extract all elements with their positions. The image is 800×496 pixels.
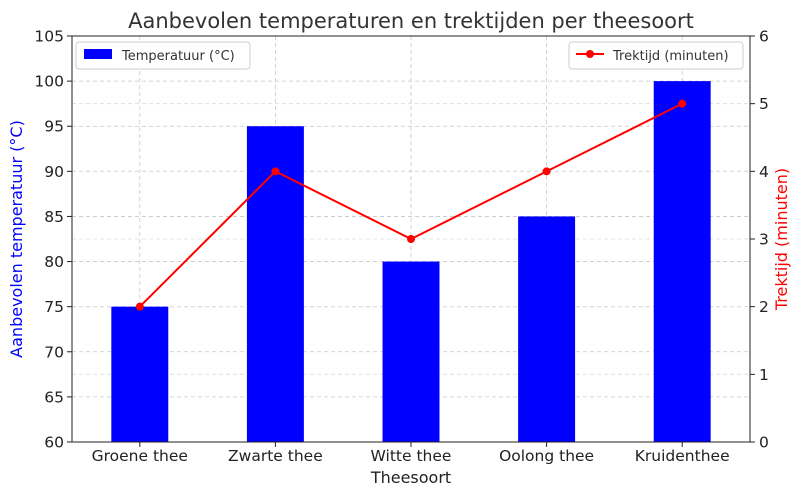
y-left-tick-label: 65 — [44, 388, 64, 406]
legend-temperature: Temperatuur (°C) — [75, 41, 251, 70]
x-tick-label: Groene thee — [92, 447, 188, 465]
chart-title: Aanbevolen temperaturen en trektijden pe… — [128, 9, 694, 33]
y-right-tick-label: 4 — [759, 163, 769, 181]
bar-groene-thee — [111, 306, 169, 442]
bar-witte-thee — [382, 261, 440, 442]
legend-brewtime: Trektijd (minuten) — [568, 41, 744, 70]
y-right-tick-label: 2 — [759, 298, 769, 316]
legend-temperature-label: Temperatuur (°C) — [121, 49, 235, 64]
y-right-tick-label: 6 — [759, 28, 769, 46]
x-tick-label: Zwarte thee — [228, 447, 323, 465]
y-left-tick-label: 80 — [44, 253, 64, 271]
x-tick-label: Witte thee — [371, 447, 452, 465]
bar-kruidenthee — [653, 81, 711, 442]
bar-oolong-thee — [518, 216, 576, 442]
brewtime-point — [135, 302, 144, 311]
legend-line-marker — [586, 50, 594, 58]
bars — [111, 81, 711, 442]
x-tick-label: Oolong thee — [499, 447, 594, 465]
brewtime-point — [271, 167, 280, 176]
line-series — [135, 99, 687, 311]
y-right-tick-label: 3 — [759, 231, 769, 249]
y-axis-label-right: Trektijd (minuten) — [772, 168, 791, 311]
y-left-tick-label: 70 — [44, 343, 64, 361]
y-left-tick-label: 105 — [34, 28, 64, 46]
y-right-tick-label: 5 — [759, 95, 769, 113]
y-left-tick-label: 60 — [44, 434, 64, 452]
y-left-tick-label: 90 — [44, 163, 64, 181]
x-tick-label: Kruidenthee — [635, 447, 730, 465]
brewtime-point — [542, 167, 551, 176]
tick-labels: 60 65 70 75 80 85 90 95 100 105 0 1 2 3 4 5 6 Groene thee… — [34, 28, 768, 466]
x-axis-label: Theesoort — [370, 468, 451, 487]
y-left-tick-label: 75 — [44, 298, 64, 316]
legend-brewtime-label: Trektijd (minuten) — [612, 49, 729, 64]
brewtime-point — [407, 235, 415, 243]
y-left-tick-label: 95 — [44, 118, 64, 136]
bar-zwarte-thee — [246, 126, 304, 442]
legend-bar-swatch — [84, 49, 112, 59]
y-right-tick-label: 0 — [759, 434, 769, 452]
y-right-tick-label: 1 — [759, 366, 769, 384]
y-left-tick-label: 100 — [34, 73, 64, 91]
y-left-tick-label: 85 — [44, 208, 64, 226]
brewtime-point — [678, 99, 687, 108]
y-axis-label-left: Aanbevolen temperatuur (°C) — [7, 120, 26, 358]
